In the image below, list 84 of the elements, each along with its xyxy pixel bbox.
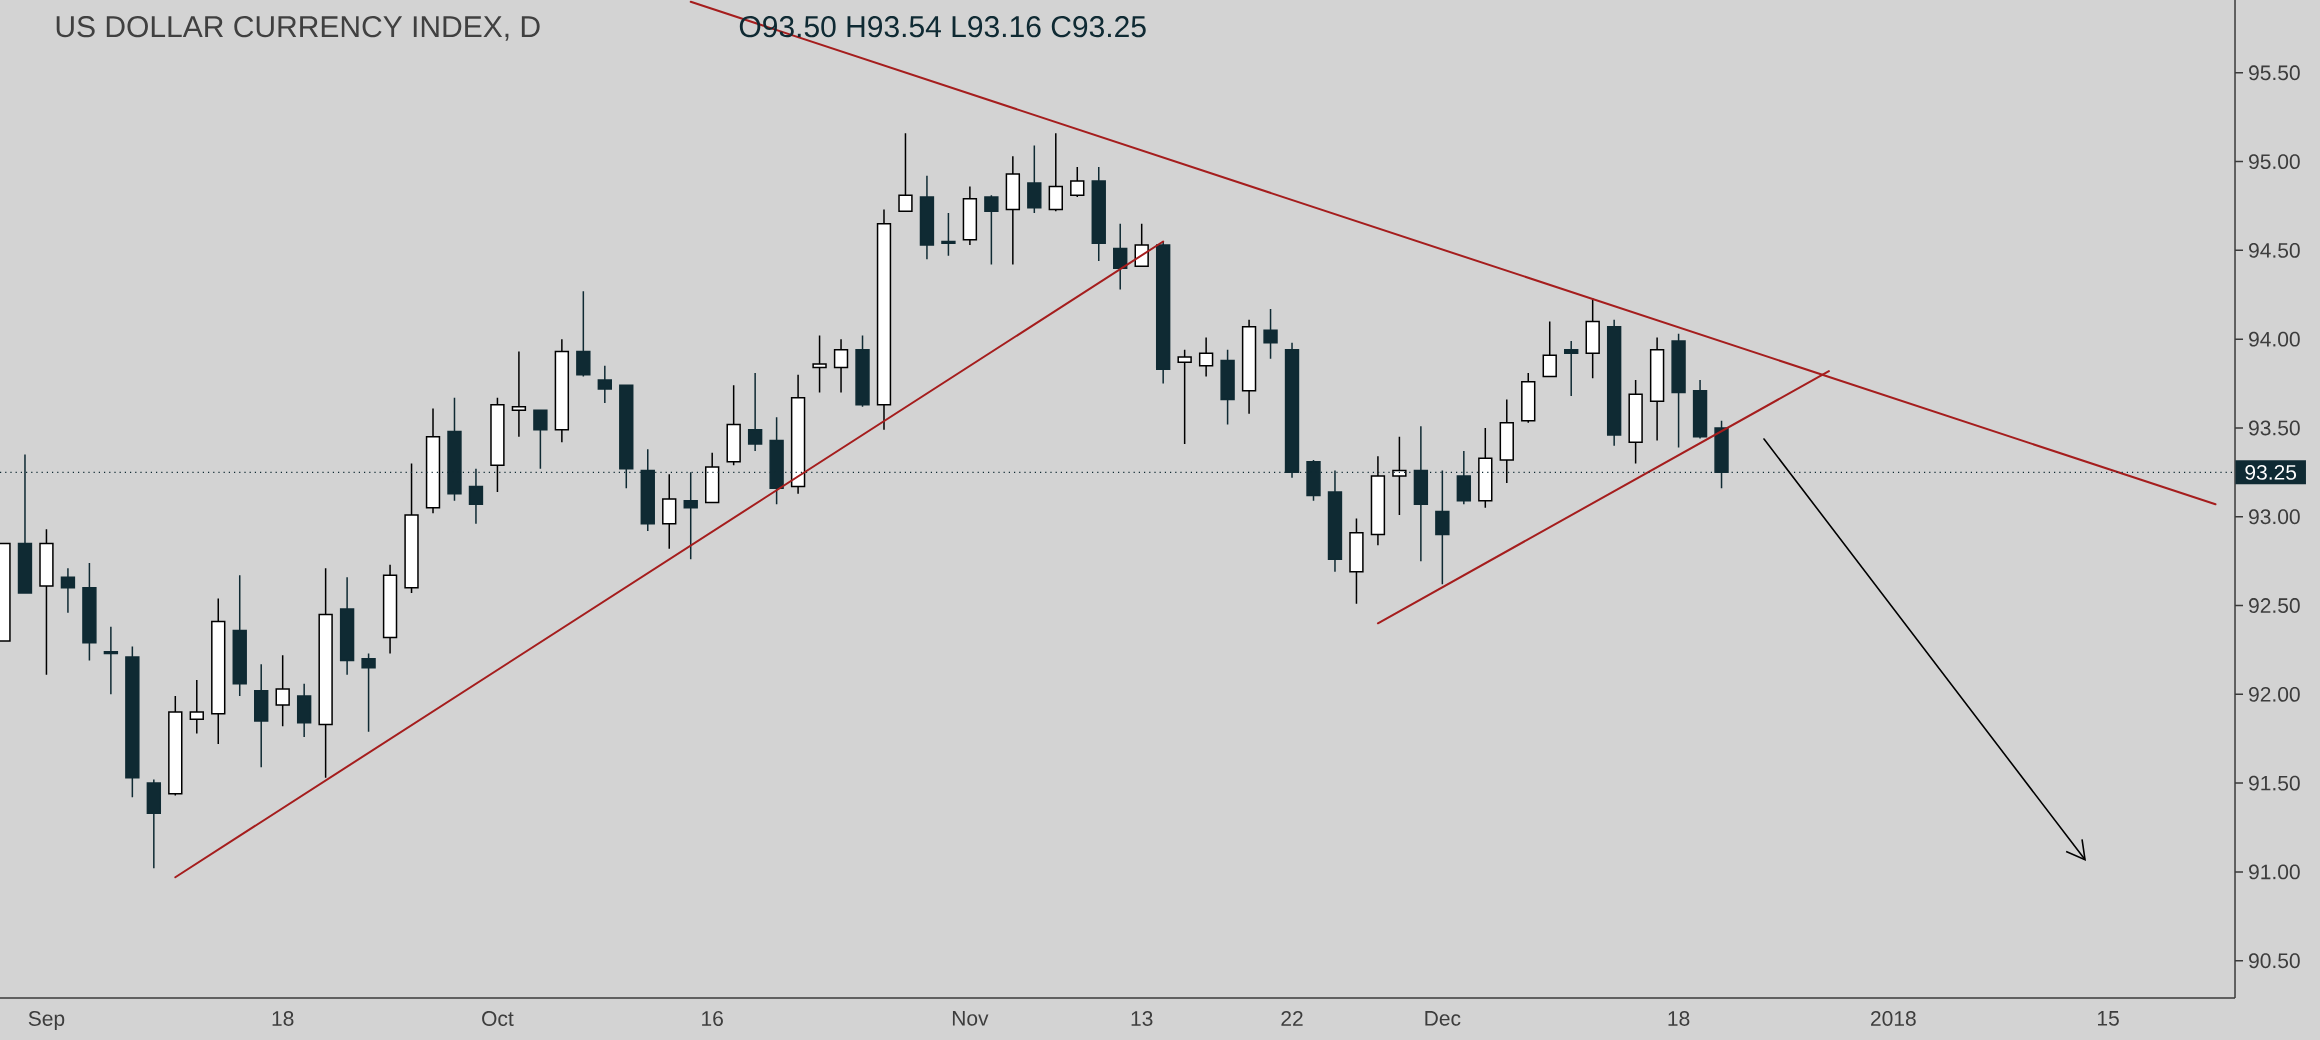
candlestick — [554, 338, 570, 443]
candlestick — [1241, 318, 1257, 415]
y-tick-label: 93.00 — [2249, 509, 2300, 525]
y-tick-label: 95.50 — [2249, 65, 2300, 81]
x-tick-label: 15 — [2098, 1011, 2119, 1026]
candlestick — [1005, 155, 1021, 266]
x-tick-label: 2018 — [1871, 1011, 1916, 1026]
candlestick — [1091, 166, 1106, 262]
candlestick — [146, 778, 162, 870]
candlestick — [232, 574, 247, 697]
candlestick — [704, 452, 720, 504]
candlestick — [339, 576, 355, 676]
ref-line-label: 93.25 — [2245, 464, 2297, 480]
candlestick — [125, 645, 140, 799]
x-tick-label: 13 — [1131, 1011, 1153, 1026]
candlestick — [898, 132, 913, 213]
candlestick — [1027, 144, 1042, 214]
x-tick-label: Oct — [482, 1011, 514, 1026]
y-tick-label: 95.00 — [2249, 154, 2300, 170]
candlestick — [1606, 318, 1622, 447]
candlestick — [533, 409, 548, 470]
candlestick — [1070, 166, 1085, 198]
candlestick — [425, 407, 441, 514]
candlestick — [790, 373, 806, 495]
candlestick — [382, 563, 398, 655]
candlestick — [1585, 297, 1600, 379]
candlestick — [597, 365, 612, 404]
candlestick — [1671, 333, 1686, 449]
y-tick-label: 90.50 — [2249, 953, 2300, 969]
x-tick-label: 22 — [1281, 1011, 1303, 1026]
candlestick — [1048, 132, 1063, 213]
y-tick-label: 91.00 — [2249, 864, 2300, 880]
candlestick — [490, 397, 505, 493]
y-tick-label: 94.00 — [2249, 331, 2300, 347]
x-tick-label: Sep — [28, 1011, 65, 1031]
candlestick — [1220, 349, 1235, 426]
x-tick-label: 18 — [1668, 1011, 1690, 1026]
candlestick — [747, 372, 763, 452]
candlestick — [855, 334, 870, 408]
candlestick — [576, 290, 591, 378]
y-tick-label: 92.00 — [2249, 686, 2300, 702]
candlestick — [60, 567, 76, 614]
y-tick-label: 93.50 — [2249, 420, 2300, 436]
x-tick-label: Nov — [952, 1011, 989, 1026]
candlestick — [1628, 379, 1643, 465]
candlestick — [1113, 222, 1128, 291]
candlestick — [1521, 372, 1536, 424]
candlestick — [254, 663, 269, 768]
x-tick-label: 18 — [272, 1011, 294, 1026]
x-tick-label: 16 — [702, 1011, 723, 1026]
candlestick — [726, 384, 741, 466]
candlestick — [1499, 398, 1514, 484]
candlestick — [1542, 320, 1557, 378]
candlestick — [662, 473, 677, 550]
candlestick — [189, 679, 204, 735]
candlestick — [1692, 379, 1708, 440]
candlestick — [103, 626, 119, 696]
candlestick — [1155, 240, 1171, 385]
candlestick — [833, 338, 849, 394]
y-tick-label: 94.50 — [2249, 242, 2300, 258]
candlestick — [1478, 427, 1493, 509]
candlestick — [1349, 517, 1364, 605]
candlestick — [1649, 336, 1665, 442]
candlestick — [511, 350, 527, 438]
candlestick — [168, 695, 183, 797]
candlestick — [876, 208, 892, 431]
candlestick — [1564, 340, 1579, 397]
candlestick — [1263, 308, 1278, 360]
chart-title: US DOLLAR CURRENCY INDEX, D — [56, 16, 540, 41]
candlestick — [39, 528, 54, 676]
candlestick — [275, 654, 290, 728]
candlestick — [404, 462, 419, 594]
candlestick — [919, 175, 935, 261]
y-tick-label: 92.50 — [2249, 598, 2300, 613]
candlestick — [296, 682, 312, 738]
candlestick — [1198, 336, 1214, 378]
y-tick-label: 91.50 — [2249, 775, 2300, 791]
candlestick — [1370, 455, 1386, 546]
candlestick — [984, 194, 999, 266]
candlestick — [318, 567, 333, 779]
candlestick — [82, 562, 97, 662]
candlestick — [962, 185, 978, 246]
candlestick — [211, 597, 226, 745]
x-tick-label: Dec — [1425, 1011, 1461, 1026]
